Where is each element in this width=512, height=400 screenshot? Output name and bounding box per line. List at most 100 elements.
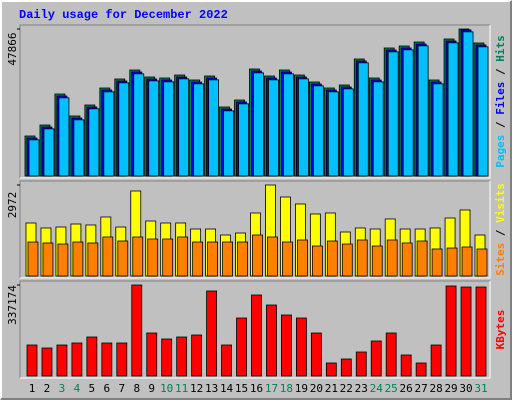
bar <box>132 236 144 277</box>
x-tick-label: 9 <box>148 382 155 395</box>
bar <box>268 79 279 177</box>
bar <box>192 241 204 277</box>
bar <box>400 354 412 377</box>
bar <box>476 248 488 277</box>
bar <box>310 332 322 377</box>
bar <box>221 344 232 377</box>
bar <box>146 332 158 377</box>
bar <box>253 72 264 177</box>
bar <box>432 83 444 177</box>
legend-entry: Visits <box>494 183 507 223</box>
legend-entry: Pages <box>494 135 507 168</box>
x-tick-label: 18 <box>280 382 293 395</box>
bar <box>131 284 143 377</box>
panel-bevel <box>20 25 491 179</box>
bar <box>370 340 382 377</box>
chart-title: Daily usage for December 2022 <box>19 8 228 22</box>
bar <box>415 362 427 377</box>
bar <box>238 103 249 177</box>
x-tick-label: 22 <box>340 382 353 395</box>
x-tick-label: 13 <box>205 382 218 395</box>
x-tick-label: 31 <box>474 382 487 395</box>
bar <box>327 91 339 177</box>
x-tick-label: 17 <box>265 382 278 395</box>
bar <box>56 344 68 377</box>
bar <box>133 73 145 177</box>
bar <box>357 62 369 177</box>
bar <box>103 91 115 177</box>
x-tick-label: 12 <box>190 382 203 395</box>
legend: Pages / Files / Hits <box>494 35 507 168</box>
legend-entry: Sites <box>494 243 507 276</box>
bar <box>222 241 233 277</box>
bar <box>446 247 458 277</box>
bar <box>325 362 337 377</box>
legend-entry: Hits <box>494 35 507 62</box>
bar <box>28 139 40 177</box>
bar <box>460 286 472 377</box>
bar <box>88 108 100 177</box>
x-tick-label: 7 <box>118 382 125 395</box>
bar <box>191 334 203 377</box>
bar <box>42 242 54 277</box>
bar <box>416 240 428 277</box>
x-tick-label: 1 <box>29 382 36 395</box>
bar <box>86 336 98 377</box>
bar <box>296 239 308 277</box>
bar <box>27 241 39 277</box>
bar <box>208 79 220 177</box>
x-tick-label: 23 <box>355 382 368 395</box>
bar <box>116 342 128 377</box>
bar <box>295 317 307 377</box>
panel-bevel <box>20 181 491 279</box>
bar <box>385 332 397 377</box>
bar <box>371 245 383 277</box>
bar <box>87 242 99 277</box>
y-tick-label: 47866 <box>6 32 19 65</box>
panel-bevel <box>20 281 491 379</box>
x-tick-label: 11 <box>175 382 188 395</box>
panel-bevel <box>19 24 490 178</box>
bar <box>342 88 354 177</box>
bar <box>355 351 367 377</box>
legend-entry: KBytes <box>494 310 507 350</box>
bar <box>401 242 413 277</box>
x-tick-label: 27 <box>415 382 428 395</box>
y-tick-label: 337174 <box>6 285 19 325</box>
bar <box>237 241 248 277</box>
bar <box>387 51 399 177</box>
x-tick-label: 30 <box>459 382 472 395</box>
panel-bevel <box>19 180 490 278</box>
x-tick-label: 16 <box>250 382 263 395</box>
legend-separator: / <box>494 62 507 82</box>
bar <box>43 128 55 177</box>
bar <box>297 78 309 177</box>
bar <box>251 294 262 377</box>
bar <box>176 336 188 377</box>
bar <box>281 314 292 377</box>
bar <box>58 97 70 177</box>
bar <box>148 80 160 177</box>
bar <box>356 239 368 277</box>
bar <box>340 358 352 377</box>
bar <box>462 31 474 177</box>
bar <box>372 81 384 177</box>
legend-entry: Files <box>494 82 507 115</box>
bar <box>41 347 53 377</box>
bar <box>266 304 277 377</box>
bar <box>477 46 489 177</box>
legend: KBytes <box>494 310 507 350</box>
bar <box>193 83 205 177</box>
x-tick-label: 14 <box>220 382 234 395</box>
bar <box>26 344 38 377</box>
bar <box>101 342 113 377</box>
bar <box>177 236 189 277</box>
x-tick-label: 29 <box>444 382 457 395</box>
bar <box>267 236 278 277</box>
x-tick-label: 6 <box>104 382 111 395</box>
bar <box>341 243 353 277</box>
bar <box>73 119 85 177</box>
bar <box>430 344 442 377</box>
